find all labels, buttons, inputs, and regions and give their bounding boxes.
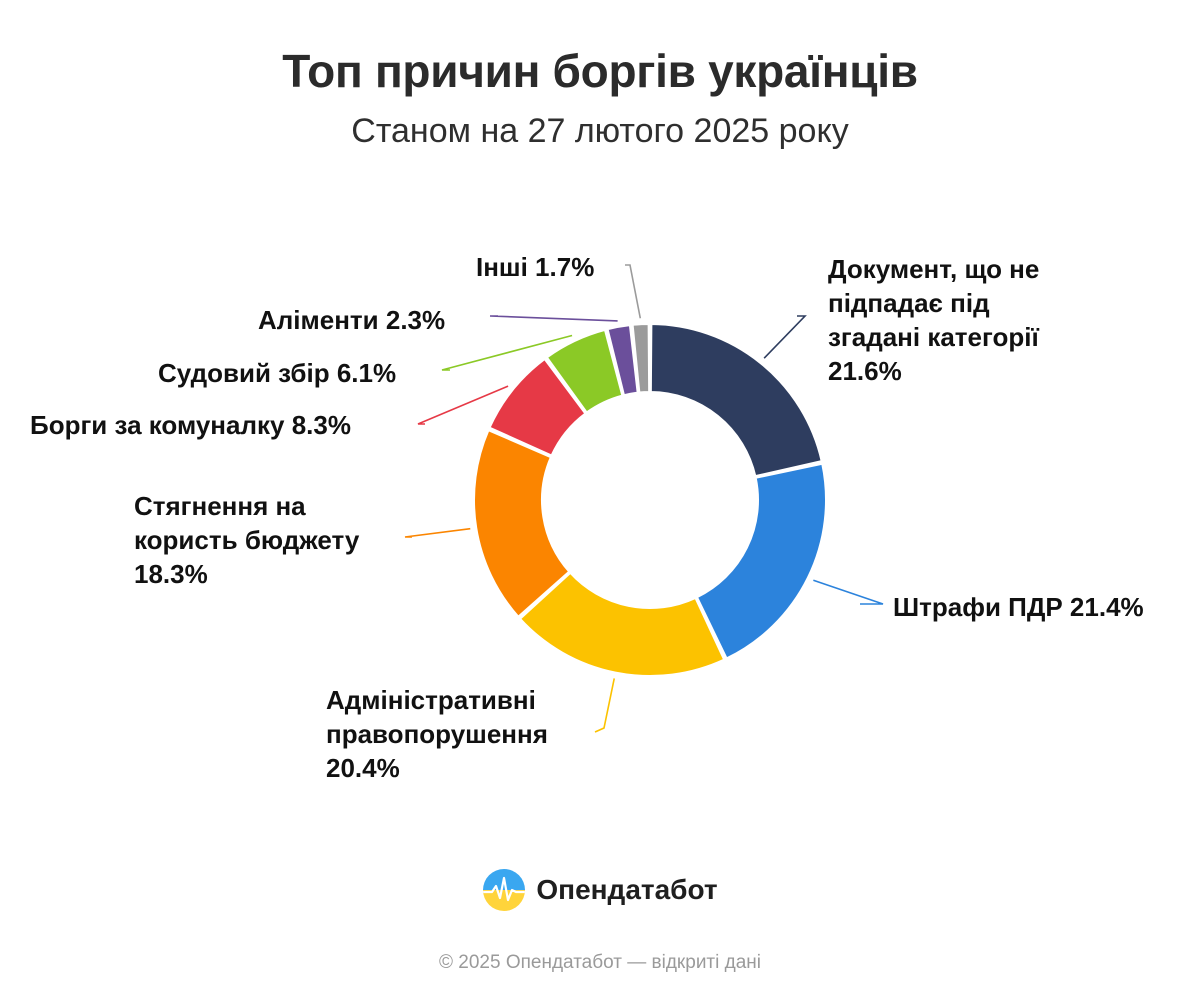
leader-lines (404, 264, 884, 733)
leader-line-budget-collection (404, 527, 471, 538)
leader-line-others (625, 264, 642, 319)
donut-slices (473, 323, 827, 677)
slice-label-alimony: Аліменти 2.3% (258, 305, 446, 335)
leader-line-other-document (763, 315, 807, 359)
slice-label-others: Інші 1.7% (476, 252, 595, 282)
opendatabot-logo-icon (483, 869, 526, 911)
leader-line-administrative-offenses (594, 678, 616, 733)
donut-slice-budget-collection (473, 429, 571, 618)
leader-line-court-fee (441, 334, 573, 371)
donut-slice-other-document (649, 323, 823, 478)
slice-label-budget-collection: Стягнення на користь бюджету 18.3% (134, 491, 360, 589)
donut-slice-court-fee (545, 328, 624, 414)
leader-line-alimony (489, 315, 618, 322)
brand-logo: Опендатабот (0, 868, 1200, 912)
slice-label-court-fee: Судовий збір 6.1% (158, 358, 397, 388)
footer-copyright: © 2025 Опендатабот — відкриті дані (439, 952, 761, 973)
donut-slice-others (631, 323, 651, 394)
slice-label-other-document: Документ, що не підпадає під згадані кат… (828, 254, 1040, 386)
donut-slice-utility-debts (488, 358, 587, 457)
slice-label-administrative-offenses: Адміністративні правопорушення 20.4% (326, 685, 548, 783)
page-subtitle: Станом на 27 лютого 2025 року (351, 112, 849, 150)
donut-slice-traffic-fines (696, 462, 827, 660)
slice-label-utility-debts: Борги за комуналку 8.3% (30, 410, 351, 440)
brand-name: Опендатабот (536, 874, 718, 905)
leader-line-utility-debts (417, 385, 509, 425)
donut-slice-administrative-offenses (519, 571, 726, 677)
leader-line-traffic-fines (813, 579, 884, 605)
page-title: Топ причин боргів українців (282, 45, 918, 97)
slice-label-traffic-fines: Штрафи ПДР 21.4% (893, 592, 1144, 622)
donut-slice-alimony (606, 324, 639, 397)
